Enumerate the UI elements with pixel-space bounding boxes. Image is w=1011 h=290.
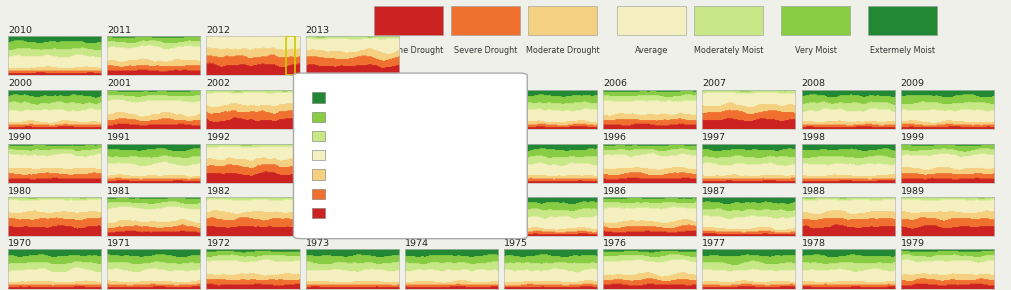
Text: 1988: 1988 bbox=[801, 187, 825, 196]
Text: Extreme Drought: Extreme Drought bbox=[374, 46, 443, 55]
Text: 2010: 2010 bbox=[8, 26, 32, 35]
Text: 1985: 1985 bbox=[503, 187, 528, 196]
Text: Moderate Drought: Moderate Drought bbox=[526, 46, 599, 55]
Text: Severe Drought: Severe Drought bbox=[454, 46, 517, 55]
Text: 1972: 1972 bbox=[206, 239, 231, 248]
Text: 1991: 1991 bbox=[107, 133, 131, 142]
Text: 1980: 1980 bbox=[8, 187, 32, 196]
Text: Very Moist: Very Moist bbox=[794, 46, 836, 55]
Text: Moderately Moist: Moderately Moist bbox=[694, 46, 762, 55]
Text: 1970: 1970 bbox=[8, 239, 32, 248]
Text: 2001: 2001 bbox=[107, 79, 131, 88]
Text: 1977: 1977 bbox=[702, 239, 726, 248]
Text: 1990: 1990 bbox=[8, 133, 32, 142]
Text: Very Moist: 0.8%: Very Moist: 0.8% bbox=[330, 112, 402, 121]
Text: Moderate Drought: 19.3%: Moderate Drought: 19.3% bbox=[330, 170, 441, 179]
Text: 1999: 1999 bbox=[900, 133, 924, 142]
Text: 1989: 1989 bbox=[900, 187, 924, 196]
Text: Average: Average bbox=[635, 46, 667, 55]
Text: 1982: 1982 bbox=[206, 187, 231, 196]
Text: Extreme Drought: 23.9%: Extreme Drought: 23.9% bbox=[330, 208, 437, 217]
Text: 2011: 2011 bbox=[107, 26, 131, 35]
Text: 2005: 2005 bbox=[503, 79, 528, 88]
Text: 1996: 1996 bbox=[603, 133, 627, 142]
Text: 1986: 1986 bbox=[603, 187, 627, 196]
Text: 1979: 1979 bbox=[900, 239, 924, 248]
Text: 1998: 1998 bbox=[801, 133, 825, 142]
Text: Nov 2012: Nov 2012 bbox=[313, 83, 369, 93]
Text: 2002: 2002 bbox=[206, 79, 231, 88]
Text: 1975: 1975 bbox=[503, 239, 528, 248]
Text: Moderately Moist: 2.1%: Moderately Moist: 2.1% bbox=[330, 131, 432, 140]
Text: 2007: 2007 bbox=[702, 79, 726, 88]
Text: Severe Drought: 21.3%: Severe Drought: 21.3% bbox=[330, 189, 431, 198]
Bar bbox=[285, 36, 294, 75]
Text: 1971: 1971 bbox=[107, 239, 131, 248]
Text: 1978: 1978 bbox=[801, 239, 825, 248]
Text: 1987: 1987 bbox=[702, 187, 726, 196]
Text: 1992: 1992 bbox=[206, 133, 231, 142]
Text: Average: 32.4%: Average: 32.4% bbox=[330, 151, 398, 160]
Text: 2006: 2006 bbox=[603, 79, 627, 88]
Text: 2000: 2000 bbox=[8, 79, 32, 88]
Text: 2012: 2012 bbox=[206, 26, 231, 35]
Text: 1995: 1995 bbox=[503, 133, 528, 142]
Text: 2008: 2008 bbox=[801, 79, 825, 88]
Text: 2013: 2013 bbox=[305, 26, 330, 35]
Text: 1973: 1973 bbox=[305, 239, 330, 248]
Text: 1976: 1976 bbox=[603, 239, 627, 248]
Text: Extermely Moist: Extermely Moist bbox=[869, 46, 934, 55]
Text: 1997: 1997 bbox=[702, 133, 726, 142]
Text: 2009: 2009 bbox=[900, 79, 924, 88]
Text: Extermely Moist: 0.3%: Extermely Moist: 0.3% bbox=[330, 93, 427, 102]
Text: 1974: 1974 bbox=[404, 239, 429, 248]
Text: 1981: 1981 bbox=[107, 187, 131, 196]
